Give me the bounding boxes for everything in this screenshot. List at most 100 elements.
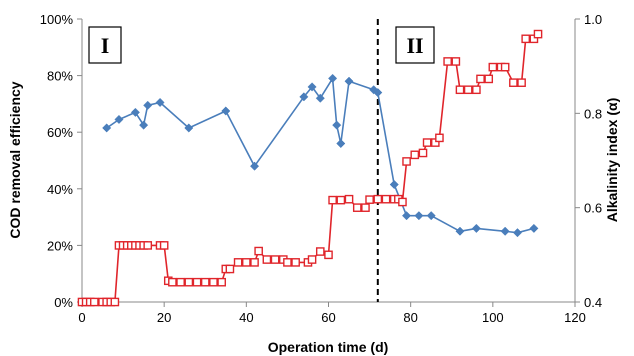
series-right-point <box>184 277 194 287</box>
series-right-point <box>402 157 411 166</box>
series-right-point <box>352 203 362 212</box>
series-left-point <box>332 120 342 130</box>
right-tick-label: 0.4 <box>584 295 602 310</box>
series-right-point <box>365 195 374 204</box>
series-left-point <box>155 97 165 108</box>
phase-label-II: II <box>406 33 423 58</box>
series-right-point <box>336 195 346 205</box>
series-right-point <box>484 74 494 84</box>
series-left-point <box>139 120 149 130</box>
series-right-point <box>533 29 543 39</box>
left-tick-label: 0% <box>54 295 73 310</box>
series-right-point <box>455 85 465 95</box>
phase-label-I-box: I <box>88 26 122 64</box>
series-left-point <box>529 223 539 233</box>
series-left-point <box>500 226 510 236</box>
series-left-point <box>299 92 309 102</box>
x-tick-label: 20 <box>157 310 171 325</box>
series-right-point <box>398 197 407 207</box>
x-tick-label: 40 <box>239 310 253 325</box>
series-right-point <box>422 138 432 147</box>
series-right-point <box>176 277 185 287</box>
series-right-point <box>328 195 337 205</box>
series-right-point <box>381 194 391 204</box>
x-tick-label: 0 <box>78 310 85 325</box>
series-right-point <box>209 277 218 287</box>
x-tick-label: 100 <box>482 310 504 325</box>
series-right-point <box>500 62 510 72</box>
series-right-point <box>262 255 272 264</box>
series-left-point <box>307 82 317 92</box>
x-tick-label: 60 <box>321 310 335 325</box>
series-left-point <box>249 161 260 171</box>
series-right-point <box>283 258 292 267</box>
series-left-point <box>315 93 325 103</box>
left-tick-label: 80% <box>47 69 73 84</box>
series-right-point <box>451 57 461 66</box>
series-left-point <box>389 180 399 190</box>
left-tick-label: 100% <box>40 12 74 27</box>
series-right-point <box>373 194 383 204</box>
series-right-point <box>250 258 259 267</box>
series-left-point <box>455 226 465 236</box>
series-right-point <box>291 258 300 267</box>
series-right-point <box>159 241 169 250</box>
series-left-group <box>102 73 539 238</box>
x-axis-title: Operation time (d) <box>268 339 389 355</box>
series-left-point <box>102 123 112 133</box>
series-right-point <box>217 277 226 287</box>
series-right-point <box>200 277 210 287</box>
x-tick-label: 80 <box>403 310 417 325</box>
series-right-point <box>517 78 526 87</box>
series-right-point <box>476 74 485 84</box>
series-right-point <box>90 297 99 307</box>
series-left-point <box>221 106 231 116</box>
series-right-point <box>254 246 263 256</box>
left-tick-label: 20% <box>47 238 73 253</box>
series-left-point <box>373 88 383 98</box>
series-right-point <box>435 133 444 143</box>
series-left-point <box>130 107 140 117</box>
series-left-point <box>328 73 338 83</box>
series-right-group <box>77 29 543 307</box>
series-right-point <box>307 255 317 264</box>
series-right-point <box>344 194 354 204</box>
series-right-point <box>315 247 325 256</box>
phase-label-II-box: II <box>395 26 435 64</box>
series-layer <box>77 29 543 307</box>
series-left-point <box>512 228 523 238</box>
series-left-point <box>336 138 346 149</box>
left-tick-label: 40% <box>47 182 73 197</box>
series-right-point <box>410 150 420 160</box>
series-right-point <box>233 258 243 267</box>
series-right-point <box>418 148 428 158</box>
series-right-point <box>361 203 370 212</box>
series-right-point <box>463 85 473 95</box>
series-right-point <box>324 250 333 260</box>
series-left-point <box>414 211 424 221</box>
series-left-point <box>143 100 153 110</box>
series-right-point <box>110 297 120 307</box>
left-tick-label: 60% <box>47 125 73 140</box>
series-right-point <box>168 277 177 287</box>
phase-label-I: I <box>101 33 110 58</box>
series-left-point <box>114 114 124 125</box>
series-left-point <box>402 211 412 221</box>
series-right-point <box>521 34 530 44</box>
series-right-point <box>225 264 235 274</box>
right-tick-label: 1.0 <box>584 12 602 27</box>
series-left-point <box>184 123 194 133</box>
series-left-point <box>471 223 481 233</box>
axis-ticks: 0 20 40 60 80 100 120 0% 20% 40% 60% 80% 100% 0.4 0.6 0… <box>40 12 602 325</box>
series-right-point <box>472 85 481 95</box>
series-right-point <box>192 277 202 287</box>
series-left-point <box>426 211 436 221</box>
series-right-point <box>443 57 452 66</box>
series-right-point <box>242 258 251 267</box>
x-tick-label: 120 <box>564 310 586 325</box>
series-right-point <box>270 255 280 264</box>
series-right-point <box>509 78 518 87</box>
right-axis-title: Alkalinity index (α) <box>604 98 620 223</box>
series-left-point <box>344 76 354 86</box>
